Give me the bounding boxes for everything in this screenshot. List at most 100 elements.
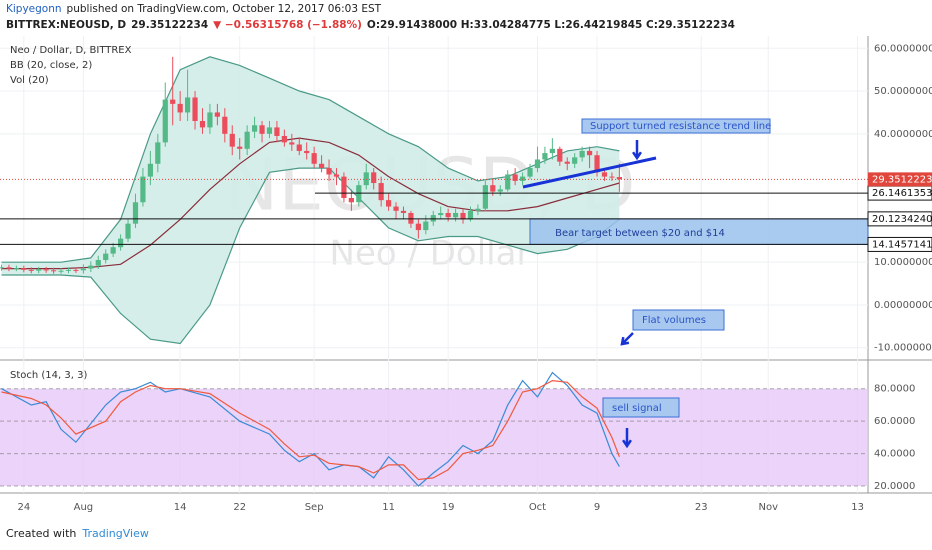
- arrow: [621, 332, 634, 345]
- candle-body: [371, 172, 377, 184]
- candle-body: [519, 176, 526, 181]
- legend-entry: Neo / Dollar, D, BITTREX: [10, 45, 132, 56]
- candle-body: [490, 185, 496, 192]
- x-tick-label: Oct: [529, 502, 546, 513]
- candle-body: [251, 125, 258, 132]
- created: Created with: [6, 527, 77, 540]
- x-tick-label: 13: [851, 502, 864, 513]
- y-tick-label: 60.00000000: [874, 43, 932, 54]
- candle-body: [423, 221, 429, 231]
- candle-body: [140, 176, 146, 203]
- level-box: [867, 236, 932, 252]
- level-label: 14.14571416: [872, 239, 932, 250]
- candle-body: [103, 253, 109, 261]
- stoch-tick-label: 20.0000: [874, 481, 915, 492]
- candle-body: [281, 135, 287, 143]
- y-tick-label: -10.00000000: [874, 343, 932, 354]
- x-tick-label: Sep: [305, 502, 324, 513]
- candle-body: [28, 269, 34, 271]
- candle-body: [415, 223, 421, 231]
- candle-body: [579, 150, 585, 158]
- annotation: sell signal: [612, 403, 662, 414]
- symbol: BITTREX:NEOUSD, D: [6, 19, 127, 31]
- candle-body: [512, 174, 518, 181]
- x-tick-label: 23: [695, 502, 708, 513]
- stoch-tick-label: 60.0000: [874, 416, 915, 427]
- candle-body: [222, 116, 228, 134]
- candle-body: [475, 208, 481, 211]
- level-label: 20.12342404: [872, 214, 932, 225]
- candle-body: [304, 150, 310, 154]
- candle-body: [460, 212, 466, 220]
- candle-body: [43, 269, 49, 271]
- stoch-tick-label: 40.0000: [874, 449, 915, 460]
- chart: NEOUSD, DNeo / Dollar24Aug1422Sep1119Oct…: [0, 36, 932, 513]
- candle-body: [237, 146, 243, 149]
- candle-body: [289, 142, 295, 145]
- candle-body: [117, 238, 124, 248]
- stoch-band: [0, 388, 868, 487]
- candle-body: [296, 144, 302, 151]
- candle-body: [229, 133, 235, 147]
- x-tick-label: 9: [594, 502, 600, 513]
- candle-body: [80, 268, 86, 271]
- candle-body: [170, 99, 176, 104]
- candle-body: [430, 215, 436, 222]
- published: published on TradingView.com, October 12…: [66, 3, 382, 15]
- candle-body: [125, 223, 131, 239]
- candle-body: [326, 168, 332, 175]
- publisher[interactable]: Kipyegonn: [6, 3, 62, 15]
- stoch-title: Stoch (14, 3, 3): [10, 370, 87, 381]
- candle-body: [311, 153, 317, 164]
- stoch-tick-label: 80.0000: [874, 384, 915, 395]
- candle-body: [73, 269, 79, 271]
- brand[interactable]: TradingView: [82, 527, 149, 540]
- x-tick-label: 11: [382, 502, 395, 513]
- arrow-head: [632, 151, 642, 161]
- ohlc: O:29.91438000 H:33.04284775 L:26.4421984…: [366, 19, 735, 31]
- arrow-head: [620, 336, 630, 346]
- last-price-label: 29.35122234: [872, 174, 932, 185]
- candle-body: [400, 210, 407, 213]
- candle-body: [58, 270, 64, 272]
- candle-body: [341, 176, 347, 198]
- candle-body: [0, 267, 5, 269]
- candle-body: [601, 172, 608, 177]
- y-tick-label: 0.00000000: [874, 300, 932, 311]
- y-tick-label: 10.00000000: [874, 257, 932, 268]
- candle-body: [259, 125, 265, 134]
- last-price-box: [868, 172, 932, 187]
- candle-body: [452, 212, 459, 218]
- candle-body: [527, 168, 533, 177]
- candle-body: [147, 163, 153, 177]
- candle-body: [155, 142, 161, 164]
- annotation-box: [632, 309, 725, 331]
- candle-body: [50, 270, 57, 272]
- candle-body: [21, 268, 27, 270]
- bands-fill: [1, 56, 620, 344]
- candle-body: [177, 103, 183, 113]
- candle-body: [356, 185, 362, 203]
- candle-body: [586, 150, 593, 156]
- annotation: Support turned resistance trend line: [590, 121, 771, 132]
- candle-body: [266, 127, 273, 134]
- candle-body: [616, 177, 622, 180]
- candle-body: [542, 153, 548, 160]
- candle-body: [65, 269, 72, 271]
- candle-body: [609, 176, 615, 178]
- arrow-head: [622, 439, 632, 449]
- candle-body: [505, 174, 511, 190]
- annotation-box: [602, 397, 680, 418]
- candle-body: [572, 157, 578, 164]
- x-tick-label: 14: [174, 502, 187, 513]
- symbol-line: BITTREX:NEOUSD, D 29.35122234 ▼ −0.5631576…: [6, 18, 740, 33]
- candle-body: [207, 112, 213, 128]
- candle-body: [274, 127, 280, 136]
- candle-body: [184, 97, 191, 113]
- candle-body: [110, 247, 116, 254]
- candle-body: [408, 212, 414, 224]
- candle-body: [467, 210, 474, 220]
- trend-line: [522, 156, 657, 189]
- candle-body: [214, 112, 220, 117]
- annotation: Bear target between $20 and $14: [555, 228, 725, 239]
